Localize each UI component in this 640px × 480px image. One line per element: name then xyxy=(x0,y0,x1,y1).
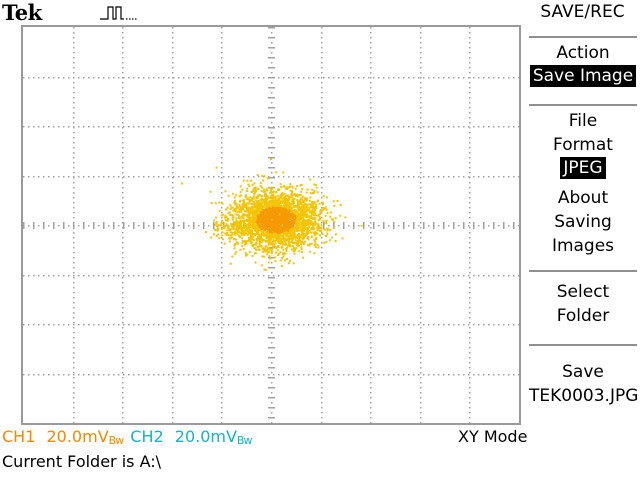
ch1-label: CH1 xyxy=(2,427,36,446)
action-value: Save Image xyxy=(529,65,637,87)
about-line-3: Images xyxy=(551,236,615,256)
xy-plot xyxy=(23,27,519,423)
menu-title: SAVE/REC xyxy=(540,2,625,22)
save-filename: TEK0003.JPG xyxy=(529,386,639,406)
save-line-1: Save xyxy=(562,362,604,382)
file-format-value: JPEG xyxy=(560,157,606,179)
file-format-label-1: File xyxy=(568,111,598,131)
side-menu: SAVE/REC Action Save Image File Format J… xyxy=(525,0,640,426)
current-folder: Current Folder is A:\ xyxy=(2,452,162,471)
select-folder-button[interactable]: Select Folder xyxy=(529,270,637,342)
about-line-1: About xyxy=(557,188,609,208)
ch1-bw-limit: Bw xyxy=(108,434,125,447)
tek-logo: Tek xyxy=(2,0,42,25)
graticule xyxy=(23,27,519,423)
file-format-label-2: Format xyxy=(553,135,613,155)
select-folder-line-1: Select xyxy=(556,282,610,302)
action-label: Action xyxy=(556,43,610,63)
about-saving-images-button[interactable]: About Saving Images xyxy=(529,186,637,266)
pulse-trigger-icon xyxy=(100,6,138,20)
ch2-scale: 20.0mV xyxy=(174,427,237,446)
about-line-2: Saving xyxy=(554,212,612,232)
waveform-display[interactable] xyxy=(21,25,521,425)
ch2-bw-limit: Bw xyxy=(236,434,253,447)
save-file-button[interactable]: Save TEK0003.JPG xyxy=(529,344,639,418)
xy-trace xyxy=(181,158,363,271)
action-menu-button[interactable]: Action Save Image xyxy=(529,36,637,104)
ch1-scale: 20.0mV xyxy=(46,427,109,446)
select-folder-line-2: Folder xyxy=(556,306,610,326)
ch2-label: CH2 xyxy=(130,427,164,446)
display-mode: XY Mode xyxy=(458,427,528,446)
channel-status: CH1 20.0mVBw CH2 20.0mVBw xyxy=(2,427,253,451)
file-format-menu-button[interactable]: File Format JPEG xyxy=(529,104,637,186)
